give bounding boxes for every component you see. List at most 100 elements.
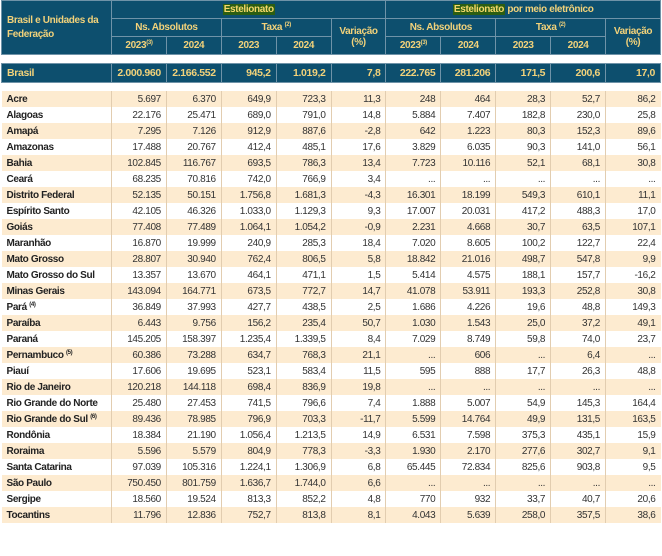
value-cell: 1.224,1	[220, 459, 277, 475]
value-cell: 796,9	[220, 411, 277, 427]
value-cell: ...	[440, 475, 496, 491]
value-cell: 8.605	[440, 235, 496, 251]
value-cell: 26,3	[550, 363, 606, 379]
value-cell: 9,9	[605, 251, 661, 267]
value-cell: 25.480	[111, 395, 167, 411]
table-row: Distrito Federal 52.135 50.151 1.756,8 1.681…	[1, 187, 661, 203]
value-cell: ...	[605, 171, 661, 187]
value-cell: 887,6	[275, 123, 332, 139]
value-cell: ...	[440, 171, 496, 187]
value-cell: 1.213,5	[275, 427, 332, 443]
table-row: Rio Grande do Norte 25.480 27.453 741,5 796,…	[1, 395, 661, 411]
header-year: 2024	[165, 36, 222, 55]
crime-statistics-table: Brasil e Unidades da Federação Esteliona…	[1, 0, 661, 523]
value-cell: 52.135	[111, 187, 167, 203]
value-cell: 634,7	[220, 347, 277, 363]
value-cell: 7,8	[330, 63, 387, 83]
header-year: 2023	[495, 36, 552, 55]
table-row: Rio Grande do Sul (6) 89.436 78.985 796,9 70…	[1, 411, 661, 427]
region-name: Paraná	[1, 331, 112, 347]
region-name: Pernambuco (5)	[1, 347, 112, 363]
table-row: Santa Catarina 97.039 105.316 1.224,1 1.306,…	[1, 459, 661, 475]
value-cell: 74,0	[550, 331, 606, 347]
value-cell: 4.575	[440, 267, 496, 283]
value-cell: 30,8	[605, 283, 661, 299]
value-cell: 89,6	[605, 123, 661, 139]
value-cell: 11,5	[330, 363, 386, 379]
table-row: São Paulo 750.450 801.759 1.636,7 1.744,0 6,6…	[1, 475, 661, 491]
region-name: Mato Grosso	[1, 251, 112, 267]
value-cell: 13.670	[165, 267, 222, 283]
value-cell: 606	[440, 347, 496, 363]
value-cell: 63,5	[550, 219, 606, 235]
value-cell: 778,3	[275, 443, 332, 459]
value-cell: ...	[605, 475, 661, 491]
value-cell: 547,8	[550, 251, 606, 267]
value-cell: 17,7	[495, 363, 551, 379]
table-row: Ceará 68.235 70.816 742,0 766,9 3,4..........…	[1, 171, 661, 187]
value-cell: 18.199	[440, 187, 496, 203]
table-row: Acre 5.697 6.370 649,9 723,3 11,3 248 464 28,3 52…	[1, 91, 661, 107]
value-cell: 68,1	[550, 155, 606, 171]
value-cell: 20.767	[165, 139, 222, 155]
value-cell: 2.166.552	[165, 63, 222, 83]
value-cell: ...	[385, 475, 441, 491]
value-cell: 804,9	[220, 443, 277, 459]
value-cell: 122,7	[550, 235, 606, 251]
value-cell: 77.489	[165, 219, 222, 235]
value-cell: 105.316	[165, 459, 222, 475]
table-row: Rio de Janeiro 120.218 144.118 698,4 836,9 19…	[1, 379, 661, 395]
value-cell: 14.764	[440, 411, 496, 427]
header-year: 2023	[220, 36, 277, 55]
value-cell: 698,4	[220, 379, 277, 395]
table-row: Goiás 77.408 77.489 1.064,1 1.054,2 -0,9 2.231…	[1, 219, 661, 235]
value-cell: 240,9	[220, 235, 277, 251]
value-cell: -3,3	[330, 443, 386, 459]
table-row: Pará (4) 36.849 37.993 427,7 438,5 2,5 1.686 4.…	[1, 299, 661, 315]
value-cell: 188,1	[495, 267, 551, 283]
region-name: Bahia	[1, 155, 112, 171]
value-cell: 102.845	[111, 155, 167, 171]
value-cell: 16.870	[111, 235, 167, 251]
value-cell: 143.094	[111, 283, 167, 299]
value-cell: 258,0	[495, 507, 551, 523]
value-cell: 59,8	[495, 331, 551, 347]
region-name: São Paulo	[1, 475, 112, 491]
value-cell: 37,2	[550, 315, 606, 331]
value-cell: 8,1	[330, 507, 386, 523]
value-cell: 1.339,5	[275, 331, 332, 347]
value-cell: 1.033,0	[220, 203, 277, 219]
value-cell: 703,3	[275, 411, 332, 427]
value-cell: 13,4	[330, 155, 386, 171]
value-cell: 7.295	[111, 123, 167, 139]
value-cell: -16,2	[605, 267, 661, 283]
value-cell: 6,4	[550, 347, 606, 363]
value-cell: 20.031	[440, 203, 496, 219]
region-name: Tocantins	[1, 507, 112, 523]
value-cell: 40,7	[550, 491, 606, 507]
value-cell: 48,8	[550, 299, 606, 315]
region-name: Amazonas	[1, 139, 112, 155]
value-cell: 22.176	[111, 107, 167, 123]
value-cell: 6,8	[330, 459, 386, 475]
value-cell: 1.306,9	[275, 459, 332, 475]
value-cell: 252,8	[550, 283, 606, 299]
value-cell: 171,5	[495, 63, 552, 83]
value-cell: 164,4	[605, 395, 661, 411]
value-cell: 6.531	[385, 427, 441, 443]
value-cell: 18.384	[111, 427, 167, 443]
value-cell: 13.357	[111, 267, 167, 283]
value-cell: 796,6	[275, 395, 332, 411]
table-row: Sergipe 18.560 19.524 813,3 852,2 4,8 770 932 33…	[1, 491, 661, 507]
value-cell: 70.816	[165, 171, 222, 187]
value-cell: 18,4	[330, 235, 386, 251]
table-row: Paraná 145.205 158.397 1.235,4 1.339,5 8,4 7.0…	[1, 331, 661, 347]
value-cell: 768,3	[275, 347, 332, 363]
region-name: Mato Grosso do Sul	[1, 267, 112, 283]
value-cell: 80,3	[495, 123, 551, 139]
value-cell: 193,3	[495, 283, 551, 299]
value-cell: 21.190	[165, 427, 222, 443]
value-cell: 25,8	[605, 107, 661, 123]
header-variacao-2: Variação (%)	[605, 18, 661, 55]
value-cell: ...	[550, 475, 606, 491]
